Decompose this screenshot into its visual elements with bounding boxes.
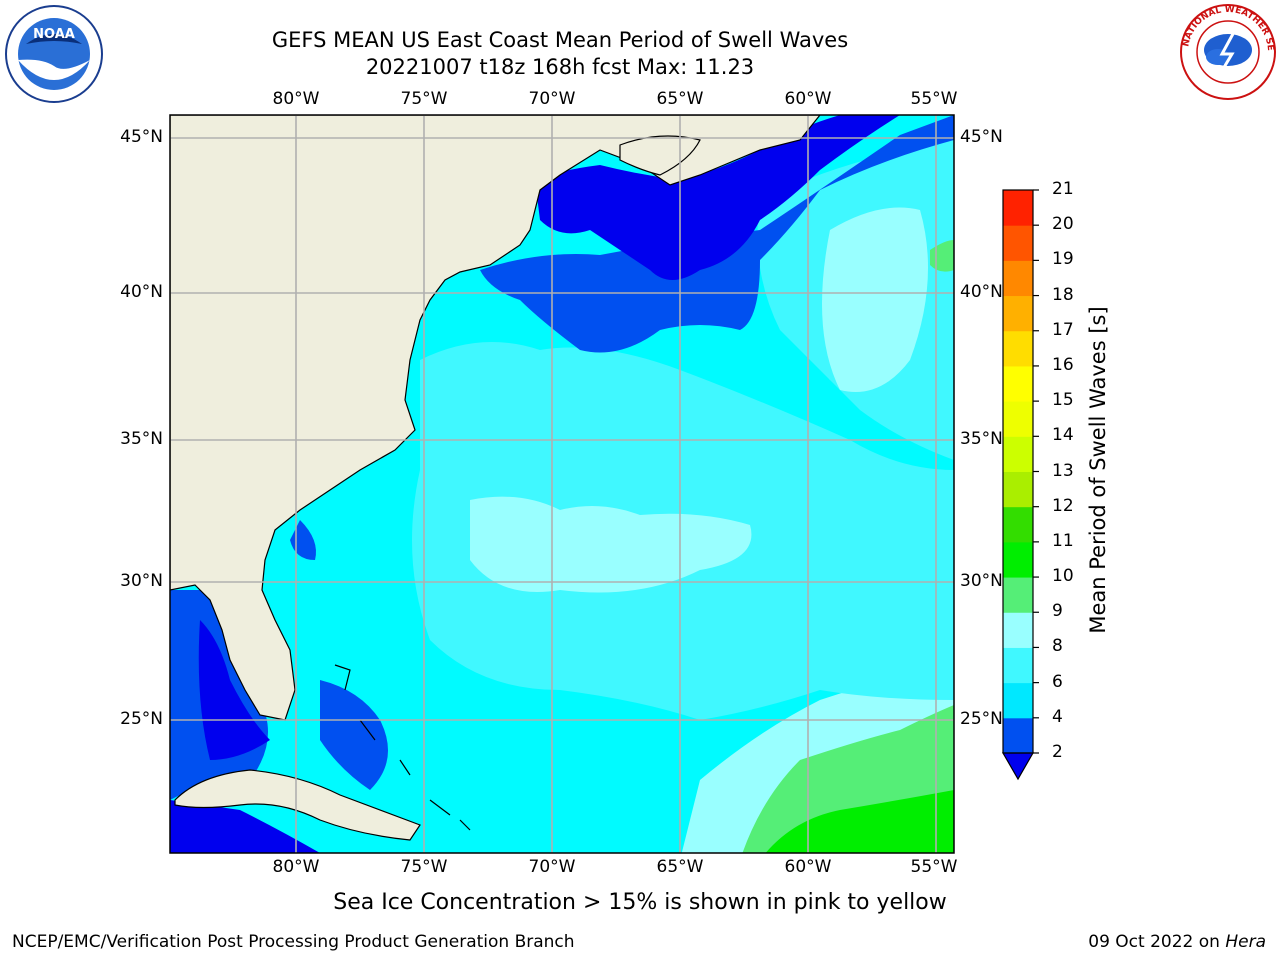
colorbar-segment [1003, 295, 1033, 332]
colorbar-segment [1003, 260, 1033, 297]
colorbar-tick-label: 20 [1052, 214, 1074, 235]
colorbar-tick-label: 17 [1052, 319, 1074, 340]
lat-label-right: 35°N [960, 429, 1003, 449]
swell-8-9s-region [822, 207, 928, 392]
bahamas-islands [334, 664, 471, 831]
lat-label-left: 45°N [120, 127, 163, 147]
lat-label-right: 40°N [960, 282, 1003, 302]
colorbar-tick-label: 16 [1052, 354, 1074, 375]
colorbar-tick-label: 21 [1052, 179, 1074, 199]
swell-lt2s-region [170, 800, 320, 853]
noaa-logo: NOAA [4, 4, 104, 108]
nws-logo: NATIONAL WEATHER SERVICE [1175, 0, 1278, 106]
lat-label-right: 30°N [960, 571, 1003, 591]
colorbar-tick-label: 19 [1052, 249, 1074, 270]
svg-text:NOAA: NOAA [33, 27, 75, 42]
lon-label-top: 75°W [400, 89, 448, 109]
colorbar-tick-label: 10 [1052, 566, 1074, 587]
colorbar-tick-label: 15 [1052, 390, 1074, 411]
colorbar-segment [1003, 190, 1033, 226]
lat-label-left: 30°N [120, 571, 163, 591]
swell-8-9s-region [470, 496, 752, 593]
lon-label-bottom: 75°W [400, 857, 448, 877]
chart-title: GEFS MEAN US East Coast Mean Period of S… [271, 28, 849, 52]
lon-label-top: 65°W [656, 89, 704, 109]
colorbar-segment [1003, 330, 1033, 367]
lon-label-bottom: 70°W [528, 857, 576, 877]
colorbar-segment [1003, 577, 1033, 613]
lat-label-left: 25°N [120, 709, 163, 729]
lon-label-top: 70°W [528, 89, 576, 109]
colorbar-tick-label: 14 [1052, 425, 1074, 446]
colorbar-segment [1003, 647, 1033, 684]
colorbar [1001, 189, 1039, 781]
colorbar-segment [1003, 682, 1033, 719]
lon-label-bottom: 65°W [656, 857, 704, 877]
colorbar-segment [1003, 471, 1033, 508]
lon-label-bottom: 55°W [910, 857, 958, 877]
colorbar-segment [1003, 365, 1033, 402]
colorbar-tick-label: 12 [1052, 495, 1074, 516]
swell-10-11s-region [765, 790, 954, 853]
land-cuba [174, 769, 421, 841]
lat-label-left: 35°N [120, 429, 163, 449]
swell-lt2s-region [198, 620, 270, 760]
map-frame [169, 114, 955, 854]
colorbar-extend-arrow [1001, 752, 1035, 781]
sea-ice-note: Sea Ice Concentration > 15% is shown in … [333, 890, 947, 915]
colorbar-segment [1003, 717, 1033, 754]
colorbar-tick-label: 2 [1052, 742, 1063, 762]
colorbar-segment [1003, 225, 1033, 261]
footer-date: 09 Oct 2022 on Hera [1088, 932, 1266, 952]
lat-label-left: 40°N [120, 282, 163, 302]
colorbar-segment [1003, 541, 1033, 578]
lon-label-top: 80°W [272, 89, 320, 109]
lon-label-top: 55°W [910, 89, 958, 109]
colorbar-tick-label: 18 [1052, 284, 1074, 305]
colorbar-segment [1003, 612, 1033, 648]
colorbar-segment [1003, 401, 1033, 437]
lon-label-bottom: 80°W [272, 857, 320, 877]
colorbar-tick-label: 11 [1052, 530, 1074, 551]
colorbar-segment [1003, 436, 1033, 472]
lon-label-bottom: 60°W [784, 857, 832, 877]
colorbar-tick-label: 13 [1052, 460, 1074, 481]
chart-subtitle: 20221007 t18z 168h fcst Max: 11.23 [365, 55, 755, 79]
swell-2-4s-region [320, 680, 388, 790]
map-area [170, 115, 954, 853]
colorbar-tick-label: 8 [1052, 636, 1063, 657]
colorbar-segment [1003, 506, 1033, 543]
colorbar-tick-label: 6 [1052, 671, 1063, 692]
footer-credit: NCEP/EMC/Verification Post Processing Pr… [12, 932, 575, 952]
graticule [170, 115, 954, 853]
lon-label-top: 60°W [784, 89, 832, 109]
lat-label-right: 45°N [960, 127, 1003, 147]
lat-label-right: 25°N [960, 709, 1003, 729]
colorbar-tick-label: 9 [1052, 601, 1063, 622]
colorbar-tick-label: 4 [1052, 706, 1063, 727]
footer-machine: Hera [1225, 932, 1266, 952]
